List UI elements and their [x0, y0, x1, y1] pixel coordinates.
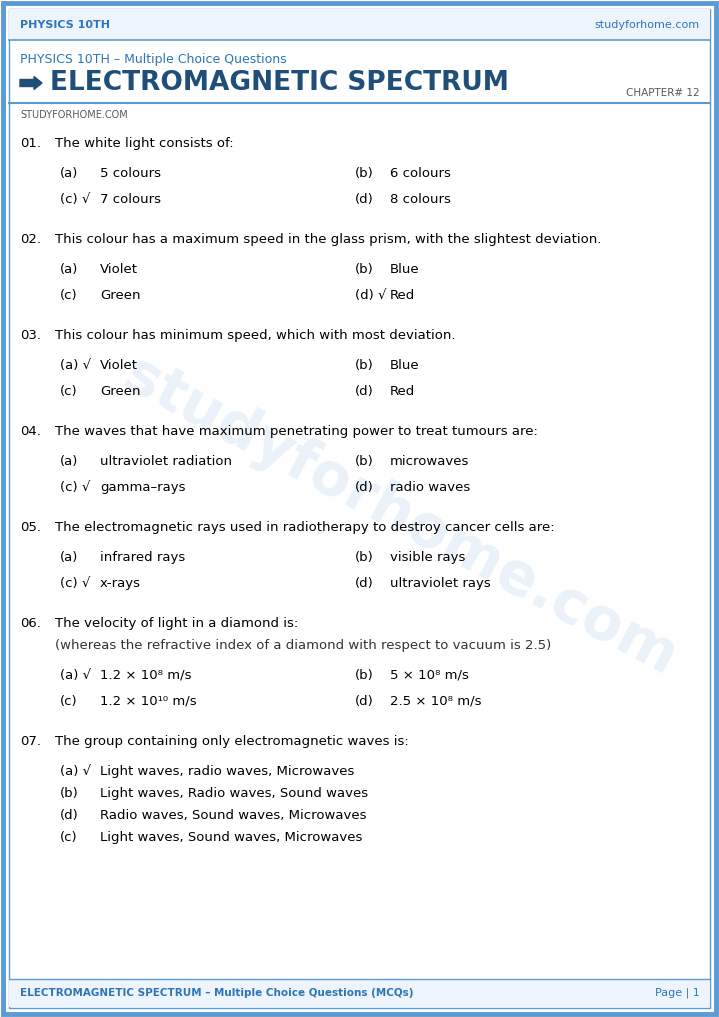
Text: The white light consists of:: The white light consists of: — [55, 137, 234, 149]
Text: (d): (d) — [355, 385, 374, 398]
Text: 5 × 10⁸ m/s: 5 × 10⁸ m/s — [390, 669, 469, 682]
Text: (d) √: (d) √ — [355, 289, 387, 302]
Text: x-rays: x-rays — [100, 577, 141, 590]
Text: ELECTROMAGNETIC SPECTRUM – Multiple Choice Questions (MCQs): ELECTROMAGNETIC SPECTRUM – Multiple Choi… — [20, 988, 413, 998]
Text: Blue: Blue — [390, 263, 420, 276]
Text: (c) √: (c) √ — [60, 481, 91, 494]
FancyArrow shape — [20, 76, 42, 89]
Text: Light waves, Sound waves, Microwaves: Light waves, Sound waves, Microwaves — [100, 831, 362, 844]
Text: The waves that have maximum penetrating power to treat tumours are:: The waves that have maximum penetrating … — [55, 425, 538, 438]
Text: radio waves: radio waves — [390, 481, 470, 494]
Text: 6 colours: 6 colours — [390, 167, 451, 180]
Text: 1.2 × 10⁸ m/s: 1.2 × 10⁸ m/s — [100, 669, 191, 682]
Text: Blue: Blue — [390, 359, 420, 372]
Text: (d): (d) — [355, 193, 374, 206]
Text: 05.: 05. — [20, 521, 41, 534]
Text: 01.: 01. — [20, 137, 41, 149]
Text: Violet: Violet — [100, 359, 138, 372]
Text: (b): (b) — [355, 669, 374, 682]
Text: (b): (b) — [355, 359, 374, 372]
Text: gamma–rays: gamma–rays — [100, 481, 186, 494]
Text: The electromagnetic rays used in radiotherapy to destroy cancer cells are:: The electromagnetic rays used in radioth… — [55, 521, 554, 534]
Text: 04.: 04. — [20, 425, 41, 438]
Bar — [9, 979, 710, 1007]
Bar — [9, 9, 710, 40]
Text: 07.: 07. — [20, 735, 41, 747]
Text: infrared rays: infrared rays — [100, 551, 186, 564]
Text: Green: Green — [100, 385, 140, 398]
Text: (a) √: (a) √ — [60, 669, 91, 682]
Text: Light waves, radio waves, Microwaves: Light waves, radio waves, Microwaves — [100, 765, 354, 778]
Text: (b): (b) — [355, 455, 374, 468]
Text: (b): (b) — [355, 263, 374, 276]
Text: CHAPTER# 12: CHAPTER# 12 — [626, 88, 700, 98]
Text: ultraviolet rays: ultraviolet rays — [390, 577, 491, 590]
Text: visible rays: visible rays — [390, 551, 465, 564]
Text: The velocity of light in a diamond is:: The velocity of light in a diamond is: — [55, 617, 298, 630]
Text: (c): (c) — [60, 385, 78, 398]
Text: (a): (a) — [60, 551, 78, 564]
Text: (c): (c) — [60, 831, 78, 844]
Text: The group containing only electromagnetic waves is:: The group containing only electromagneti… — [55, 735, 408, 747]
Text: (d): (d) — [355, 481, 374, 494]
Text: (a): (a) — [60, 455, 78, 468]
Text: Violet: Violet — [100, 263, 138, 276]
Text: PHYSICS 10TH – Multiple Choice Questions: PHYSICS 10TH – Multiple Choice Questions — [20, 53, 287, 65]
Text: Page | 1: Page | 1 — [655, 988, 700, 999]
Text: studyforhome.com: studyforhome.com — [114, 347, 687, 687]
Text: studyforhome.com: studyforhome.com — [595, 19, 700, 29]
Text: (a) √: (a) √ — [60, 765, 91, 778]
Text: This colour has a maximum speed in the glass prism, with the slightest deviation: This colour has a maximum speed in the g… — [55, 233, 601, 246]
Text: microwaves: microwaves — [390, 455, 470, 468]
Text: Green: Green — [100, 289, 140, 302]
Text: 2.5 × 10⁸ m/s: 2.5 × 10⁸ m/s — [390, 695, 482, 708]
Text: Radio waves, Sound waves, Microwaves: Radio waves, Sound waves, Microwaves — [100, 809, 367, 822]
Text: 7 colours: 7 colours — [100, 193, 161, 206]
Text: (a) √: (a) √ — [60, 359, 91, 372]
Text: (b): (b) — [60, 787, 79, 800]
Text: (whereas the refractive index of a diamond with respect to vacuum is 2.5): (whereas the refractive index of a diamo… — [55, 639, 551, 652]
Text: Red: Red — [390, 289, 416, 302]
Text: (a): (a) — [60, 263, 78, 276]
Text: 8 colours: 8 colours — [390, 193, 451, 206]
Text: Red: Red — [390, 385, 416, 398]
Text: (c) √: (c) √ — [60, 193, 91, 206]
Text: (b): (b) — [355, 551, 374, 564]
Text: 02.: 02. — [20, 233, 41, 246]
Text: This colour has minimum speed, which with most deviation.: This colour has minimum speed, which wit… — [55, 330, 456, 342]
Text: STUDYFORHOME.COM: STUDYFORHOME.COM — [20, 110, 128, 120]
Text: (d): (d) — [60, 809, 79, 822]
Text: ultraviolet radiation: ultraviolet radiation — [100, 455, 232, 468]
Text: PHYSICS 10TH: PHYSICS 10TH — [20, 19, 110, 29]
Text: (d): (d) — [355, 577, 374, 590]
Text: (d): (d) — [355, 695, 374, 708]
Text: (c): (c) — [60, 289, 78, 302]
Text: 06.: 06. — [20, 617, 41, 630]
Text: 5 colours: 5 colours — [100, 167, 161, 180]
Text: Light waves, Radio waves, Sound waves: Light waves, Radio waves, Sound waves — [100, 787, 368, 800]
Text: (b): (b) — [355, 167, 374, 180]
Text: (c): (c) — [60, 695, 78, 708]
Text: 03.: 03. — [20, 330, 41, 342]
Text: (a): (a) — [60, 167, 78, 180]
Text: 1.2 × 10¹⁰ m/s: 1.2 × 10¹⁰ m/s — [100, 695, 196, 708]
Text: (c) √: (c) √ — [60, 577, 91, 590]
Text: ELECTROMAGNETIC SPECTRUM: ELECTROMAGNETIC SPECTRUM — [50, 70, 509, 96]
